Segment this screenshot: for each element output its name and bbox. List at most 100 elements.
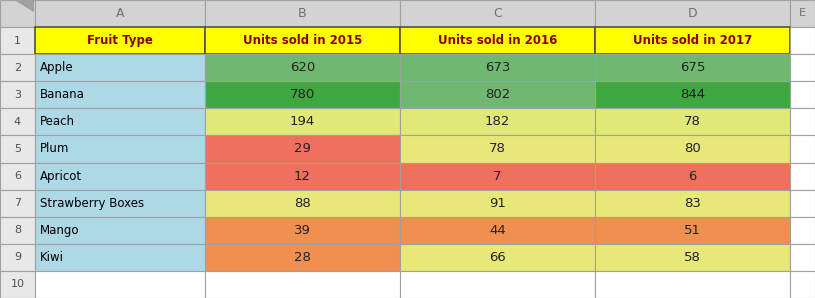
Bar [0,27,35,54]
Bar [790,108,815,135]
Bar [595,271,790,298]
Bar [205,135,400,162]
Text: Apple: Apple [40,61,73,74]
Bar [205,162,400,190]
Bar [790,54,815,81]
Text: 29: 29 [294,142,311,156]
Text: Units sold in 2017: Units sold in 2017 [633,34,752,47]
Text: 51: 51 [684,224,701,237]
Bar [790,27,815,54]
Bar [595,135,790,162]
Bar [35,0,205,27]
Bar [595,108,790,135]
Text: Units sold in 2016: Units sold in 2016 [438,34,557,47]
Bar [790,271,815,298]
Text: 2: 2 [14,63,21,73]
Bar [400,162,595,190]
Text: 675: 675 [680,61,705,74]
Bar [35,162,205,190]
Bar [400,0,595,27]
Text: 83: 83 [684,197,701,210]
Text: Banana: Banana [40,88,85,101]
Bar [400,27,595,54]
Bar [595,27,790,54]
Bar [205,0,400,27]
Bar [0,108,35,135]
Bar [35,244,205,271]
Text: 4: 4 [14,117,21,127]
Bar [35,27,205,54]
Bar [595,54,790,81]
Text: Apricot: Apricot [40,170,82,183]
Text: 12: 12 [294,170,311,183]
Bar [0,135,35,162]
Bar [205,108,400,135]
Text: 78: 78 [684,115,701,128]
Bar [400,108,595,135]
Bar [205,217,400,244]
Bar [400,271,595,298]
Text: 182: 182 [485,115,510,128]
Bar [400,244,595,271]
Bar [595,190,790,217]
Bar [595,0,790,27]
Bar [790,217,815,244]
Bar [205,271,400,298]
Text: 10: 10 [11,280,24,289]
Bar [35,271,205,298]
Text: C: C [493,7,502,20]
Text: 802: 802 [485,88,510,101]
Bar [400,54,595,81]
Bar [400,135,595,162]
Bar [35,81,205,108]
Text: Peach: Peach [40,115,75,128]
Text: 3: 3 [14,90,21,100]
Bar [0,81,35,108]
Bar [205,54,400,81]
Bar [0,0,35,27]
Text: 7: 7 [493,170,502,183]
Text: D: D [688,7,698,20]
Text: 673: 673 [485,61,510,74]
Text: 844: 844 [680,88,705,101]
Text: 78: 78 [489,142,506,156]
Bar [790,135,815,162]
Bar [0,54,35,81]
Text: Fruit Type: Fruit Type [87,34,153,47]
Bar [790,0,815,27]
Bar [205,244,400,271]
Text: E: E [799,9,806,18]
Bar [595,162,790,190]
Bar [790,81,815,108]
Bar [205,190,400,217]
Text: Kiwi: Kiwi [40,251,64,264]
Text: 1: 1 [14,35,21,46]
Bar [595,81,790,108]
Text: 9: 9 [14,252,21,262]
Bar [400,217,595,244]
Bar [35,217,205,244]
Bar [205,27,400,54]
Text: 7: 7 [14,198,21,208]
Text: 194: 194 [290,115,315,128]
Bar [0,190,35,217]
Bar [595,217,790,244]
Bar [400,190,595,217]
Text: 44: 44 [489,224,506,237]
Bar [35,135,205,162]
Bar [790,244,815,271]
Text: B: B [298,7,306,20]
Text: Strawberry Boxes: Strawberry Boxes [40,197,144,210]
Text: 80: 80 [684,142,701,156]
Bar [35,190,205,217]
Text: Units sold in 2015: Units sold in 2015 [243,34,362,47]
Text: 28: 28 [294,251,311,264]
Text: Mango: Mango [40,224,80,237]
Bar [0,162,35,190]
Polygon shape [15,1,34,12]
Text: 88: 88 [294,197,311,210]
Text: Plum: Plum [40,142,69,156]
Bar [35,108,205,135]
Text: 6: 6 [689,170,697,183]
Bar [400,81,595,108]
